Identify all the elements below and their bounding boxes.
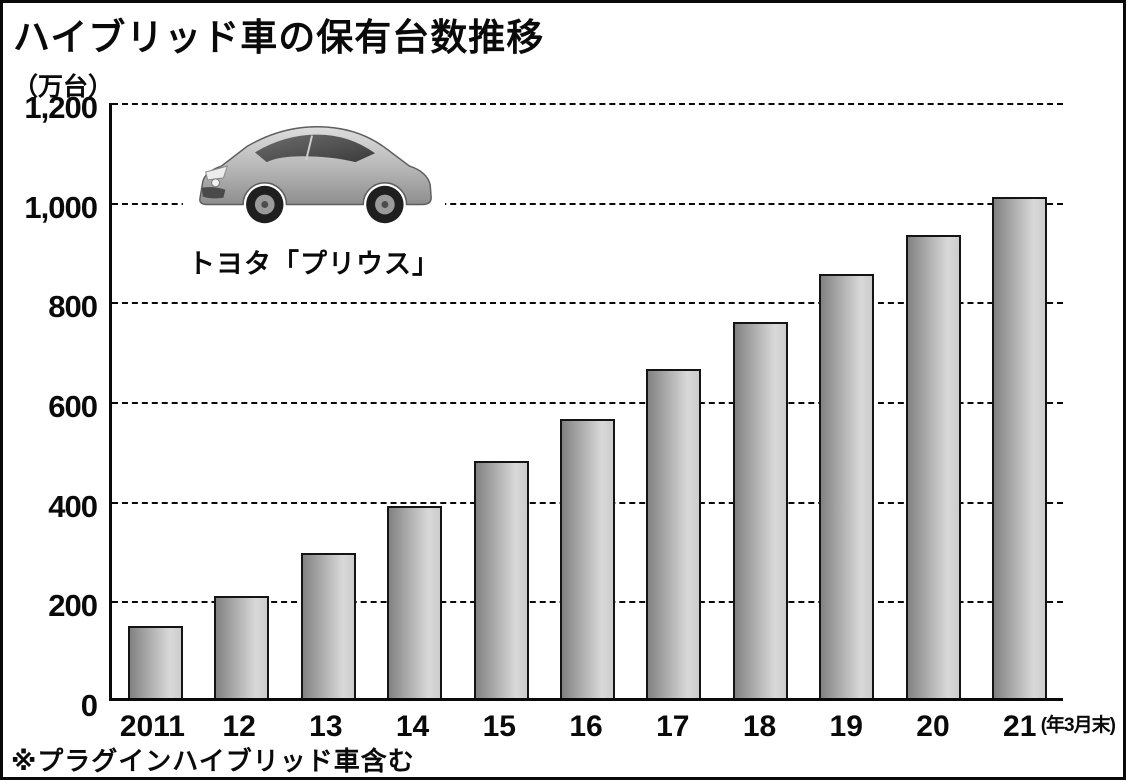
prius-car-photo [199, 125, 432, 224]
bar-slot-15 [458, 103, 544, 698]
bar-2011 [127, 625, 183, 698]
gridline-1200 [112, 103, 1063, 105]
bar-slot-13 [285, 103, 371, 698]
plot-area [109, 103, 1063, 701]
footnote: ※プラグインハイブリッド車含む [11, 746, 415, 776]
x-axis-labels: 2011 12 13 14 15 16 17 18 19 20 21 (年3月末) [109, 710, 1116, 743]
car-grille [201, 187, 226, 199]
chart-title: ハイブリッド車の保有台数推移 [13, 17, 545, 58]
y-tick-label-400: 400 [48, 488, 98, 524]
gridline-1000 [112, 202, 1063, 205]
x-tick-label-15: 15 [482, 710, 516, 743]
bar-21 [992, 197, 1048, 698]
y-tick-label-800: 800 [48, 289, 98, 325]
x-axis-suffix: (年3月末) [1040, 715, 1116, 736]
y-tick-label-0: 0 [80, 688, 98, 723]
bar-19 [819, 274, 875, 698]
bar-14 [387, 506, 443, 698]
bar-slot-2011 [112, 103, 198, 698]
bar-20 [905, 234, 961, 698]
bar-slot-12 [198, 103, 284, 698]
x-tick-label-12: 12 [222, 710, 256, 743]
bars-row [112, 103, 1063, 698]
bar-slot-18 [717, 103, 803, 698]
car-windows [254, 134, 376, 163]
bar-17 [646, 369, 702, 698]
x-tick-label-16: 16 [569, 710, 603, 743]
y-axis-unit-label: （万台） [13, 73, 114, 101]
x-tick-label-18: 18 [742, 710, 777, 743]
bar-slot-19 [804, 103, 890, 698]
x-tick-label-19: 19 [829, 710, 863, 743]
toyota-emblem [211, 178, 220, 188]
bar-18 [732, 321, 788, 698]
y-tick-label-1200: 1,200 [24, 90, 98, 125]
gridline-600 [112, 402, 1063, 404]
y-tick-label-200: 200 [48, 588, 98, 624]
bar-slot-16 [544, 103, 630, 698]
gridline-800 [112, 302, 1063, 305]
car-body [199, 125, 432, 206]
bar-15 [473, 461, 529, 698]
bar-slot-21 [977, 103, 1063, 698]
x-tick-label-21: 21 (年3月末) [1003, 710, 1116, 743]
y-tick-label-1000: 1,000 [24, 189, 98, 225]
bar-16 [559, 418, 615, 698]
x-tick-label-17: 17 [656, 710, 690, 743]
bar-12 [214, 595, 270, 698]
bar-13 [300, 553, 356, 698]
y-axis-labels: 1,200 1,000 800 600 400 200 0 [3, 3, 98, 777]
prius-photo-inset: トヨタ「プリウス」 [183, 109, 445, 281]
bar-slot-20 [890, 103, 976, 698]
y-tick-label-600: 600 [48, 389, 98, 424]
x-tick-label-20: 20 [916, 710, 950, 743]
bar-slot-17 [631, 103, 717, 698]
x-tick-label-14: 14 [395, 710, 430, 743]
car-headlight [205, 165, 229, 181]
bar-slot-14 [371, 103, 457, 698]
x-tick-label-13: 13 [309, 710, 343, 743]
x-tick-label-2011: 2011 [119, 710, 185, 743]
inset-caption: トヨタ「プリウス」 [188, 249, 440, 279]
